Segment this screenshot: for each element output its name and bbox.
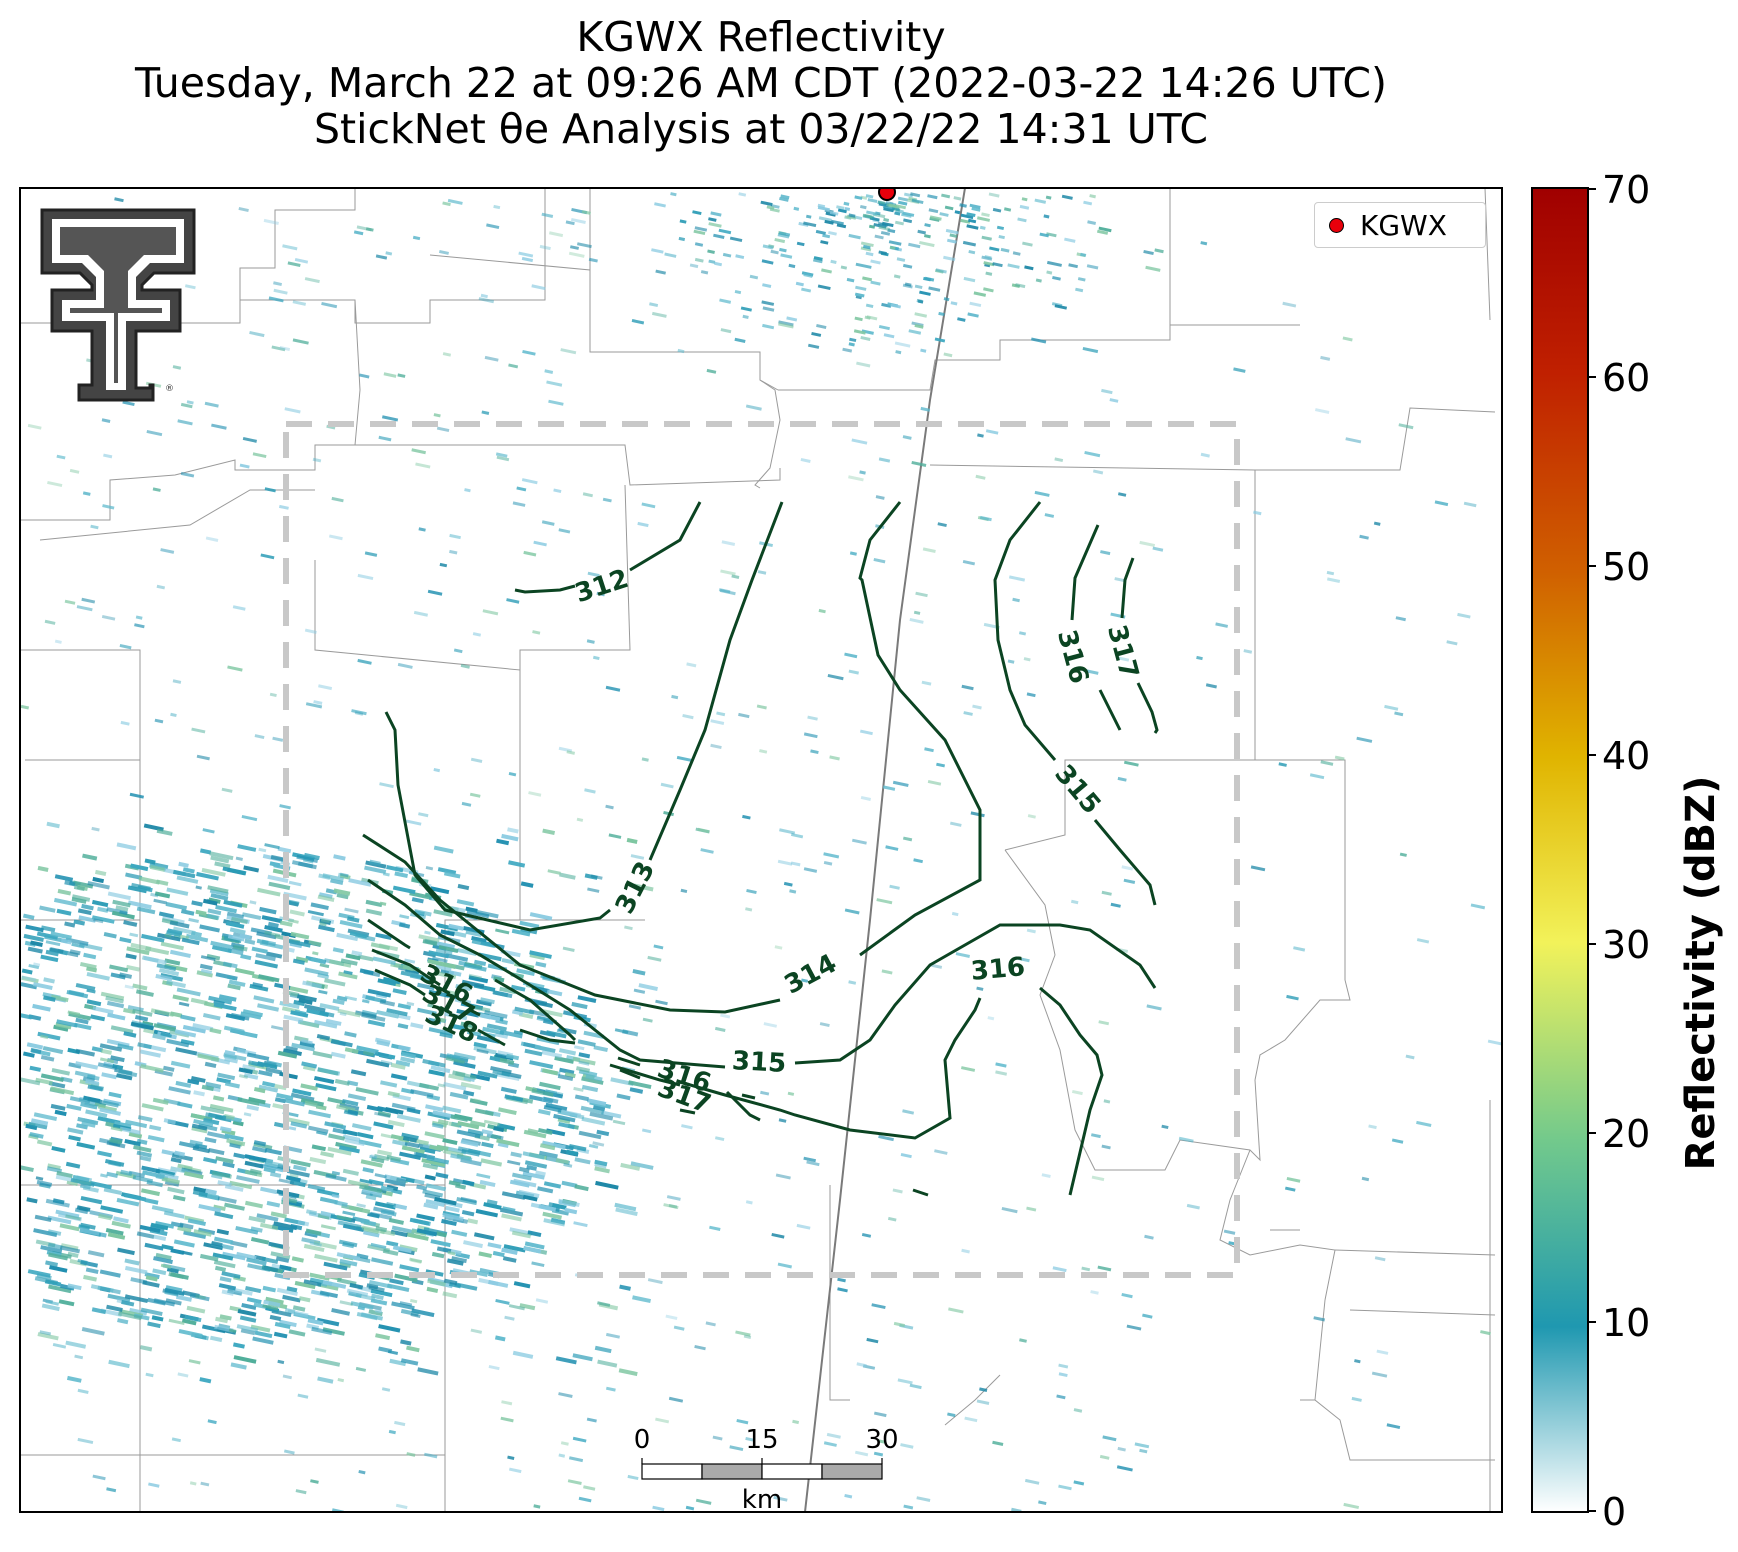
analysis-domain-box bbox=[283, 421, 1240, 1278]
colorbar-ticks bbox=[1588, 188, 1596, 1512]
contour-313 bbox=[384, 501, 784, 932]
contour-315a bbox=[367, 878, 1157, 1069]
title-line-1: KGWX Reflectivity bbox=[576, 13, 946, 61]
title-line-2: Tuesday, March 22 at 09:26 AM CDT (2022-… bbox=[134, 59, 1387, 107]
contour-label: 316 bbox=[970, 952, 1027, 987]
contour-label: 315 bbox=[731, 1046, 787, 1079]
colorbar-tick-label: 20 bbox=[1602, 1112, 1651, 1156]
contour-312 bbox=[514, 501, 702, 594]
radar-marker-icon bbox=[1329, 217, 1344, 233]
scale-label: 0 bbox=[633, 1425, 651, 1455]
svg-text:®: ® bbox=[165, 384, 174, 394]
radar-site-marker bbox=[878, 188, 896, 201]
scale-bar bbox=[641, 1458, 883, 1480]
contour-317a bbox=[371, 948, 761, 1122]
colorbar-title: Reflectivity (dBZ) bbox=[1678, 775, 1724, 1171]
legend: KGWX bbox=[1314, 202, 1486, 248]
contour-314 bbox=[362, 501, 982, 1014]
scale-unit: km bbox=[741, 1485, 783, 1515]
contour-318 bbox=[374, 968, 696, 1115]
scale-label: 15 bbox=[745, 1425, 779, 1455]
colorbar-tick-label: 70 bbox=[1602, 168, 1651, 212]
title-line-3: StickNet θe Analysis at 03/22/22 14:31 U… bbox=[314, 105, 1208, 153]
scale-label: 30 bbox=[865, 1425, 899, 1455]
contour-317b bbox=[1120, 557, 1159, 734]
map-frame bbox=[19, 187, 1503, 1513]
colorbar-tick-label: 0 bbox=[1602, 1490, 1627, 1534]
state-boundary bbox=[804, 188, 966, 1512]
reflectivity-echoes bbox=[20, 192, 1502, 1512]
figure-title: KGWX Reflectivity Tuesday, March 22 at 0… bbox=[20, 14, 1502, 152]
colorbar bbox=[1531, 187, 1589, 1513]
colorbar-tick-label: 40 bbox=[1602, 734, 1651, 778]
contour-315b bbox=[993, 501, 1157, 906]
colorbar-tick-label: 50 bbox=[1602, 545, 1651, 589]
contour-316a bbox=[367, 918, 982, 1140]
contour-316c bbox=[1070, 524, 1122, 731]
contour-fragment bbox=[912, 1188, 929, 1197]
colorbar-tick-label: 60 bbox=[1602, 356, 1651, 400]
colorbar-tick-label: 30 bbox=[1602, 923, 1651, 967]
theta-e-contours bbox=[362, 501, 1159, 1197]
colorbar-tick-label: 10 bbox=[1602, 1301, 1651, 1345]
map-background bbox=[20, 188, 1502, 1512]
legend-label: KGWX bbox=[1360, 208, 1447, 242]
contour-316b bbox=[1039, 986, 1104, 1196]
texas-tech-logo: ® bbox=[40, 208, 196, 402]
